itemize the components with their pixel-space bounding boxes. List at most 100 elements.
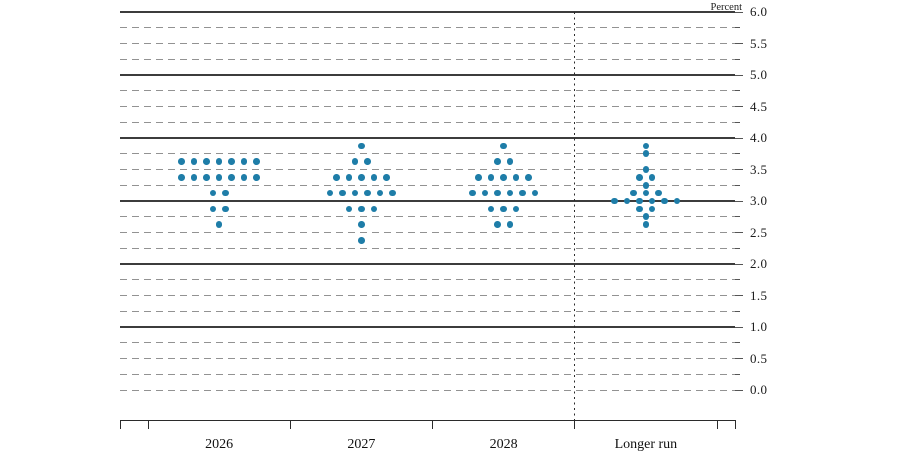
y-axis-tick-label: 1.0 bbox=[750, 319, 768, 334]
x-axis-category-label: 2026 bbox=[205, 437, 234, 452]
projection-dot bbox=[673, 197, 681, 205]
projection-dot bbox=[506, 158, 514, 165]
gridline-dashed bbox=[120, 358, 735, 359]
y-axis-tick bbox=[735, 121, 740, 123]
projection-dot bbox=[240, 158, 248, 165]
y-axis-tick bbox=[735, 389, 743, 391]
projection-dot bbox=[222, 205, 229, 213]
projection-dot bbox=[512, 174, 520, 181]
projection-dot bbox=[500, 142, 507, 150]
gridline-dashed bbox=[120, 58, 735, 60]
gridline-solid bbox=[120, 11, 735, 13]
projection-dot bbox=[358, 174, 365, 181]
projection-dot bbox=[358, 142, 365, 150]
projection-dot bbox=[203, 174, 210, 181]
projection-dot bbox=[494, 221, 501, 228]
projection-dot bbox=[519, 189, 526, 197]
projection-dot bbox=[636, 205, 643, 213]
gridline-dashed bbox=[120, 43, 735, 44]
projection-dot bbox=[222, 189, 229, 197]
x-axis-category-label: 2027 bbox=[347, 437, 376, 452]
gridline-dashed bbox=[120, 295, 735, 296]
projection-dot bbox=[661, 197, 668, 205]
projection-dot bbox=[481, 189, 489, 197]
y-axis-tick bbox=[735, 279, 740, 281]
projection-dot bbox=[475, 174, 482, 181]
gridline-solid bbox=[120, 74, 735, 76]
projection-dot bbox=[525, 174, 532, 181]
x-axis-tick bbox=[432, 420, 433, 429]
projection-dot bbox=[500, 174, 507, 181]
projection-dot bbox=[339, 189, 346, 197]
projection-dot bbox=[512, 205, 520, 213]
y-axis-tick bbox=[735, 11, 743, 13]
projection-dot bbox=[345, 174, 353, 181]
projection-dot bbox=[487, 174, 495, 181]
x-axis-tick bbox=[574, 420, 576, 429]
gridline-dashed bbox=[120, 90, 735, 92]
y-axis-tick-label: 2.5 bbox=[750, 224, 768, 240]
projection-dot bbox=[506, 221, 514, 228]
y-axis-tick bbox=[735, 310, 740, 312]
y-axis-tick bbox=[735, 216, 740, 218]
y-axis-tick-label: 3.5 bbox=[750, 161, 768, 177]
projection-dot bbox=[333, 174, 340, 181]
projection-dot bbox=[506, 189, 514, 197]
y-axis-unit-label: Percent bbox=[710, 2, 743, 13]
y-axis-tick bbox=[735, 137, 743, 139]
projection-dot bbox=[636, 197, 643, 205]
gridline-solid bbox=[120, 263, 735, 265]
gridline-dashed bbox=[120, 279, 735, 281]
projection-dot bbox=[209, 189, 217, 197]
x-axis-tick bbox=[119, 420, 121, 429]
projection-dot bbox=[630, 189, 637, 197]
projection-dot bbox=[642, 142, 650, 150]
gridline-dashed bbox=[120, 342, 735, 344]
y-axis-tick bbox=[735, 90, 740, 92]
projection-dot bbox=[203, 158, 210, 165]
projection-dot bbox=[351, 158, 359, 165]
projection-dot bbox=[648, 205, 656, 213]
projection-dot bbox=[326, 189, 334, 197]
x-axis-tick bbox=[734, 420, 736, 429]
y-axis-tick-label: 4.0 bbox=[750, 130, 768, 145]
y-axis-tick-label: 2.0 bbox=[750, 256, 768, 271]
gridline-dashed bbox=[120, 247, 735, 249]
projection-dot bbox=[215, 174, 223, 181]
y-axis-tick bbox=[735, 342, 740, 344]
gridline-dashed bbox=[120, 310, 735, 312]
x-axis-tick bbox=[147, 420, 149, 429]
x-axis-tick bbox=[289, 420, 291, 429]
projection-dot bbox=[215, 221, 223, 228]
projection-dot bbox=[358, 205, 365, 213]
projection-dot bbox=[376, 189, 384, 197]
projection-dot bbox=[209, 205, 217, 213]
y-axis-tick-label: 0.0 bbox=[750, 382, 768, 397]
projection-dot bbox=[351, 189, 359, 197]
projection-dot bbox=[215, 158, 223, 165]
projection-dot bbox=[655, 189, 662, 197]
x-axis-line bbox=[120, 420, 735, 421]
gridline-dashed bbox=[120, 153, 735, 155]
projection-dot bbox=[253, 174, 260, 181]
projection-dot bbox=[642, 166, 650, 173]
gridline-dashed bbox=[120, 27, 735, 29]
y-axis-tick bbox=[735, 295, 743, 296]
projection-dot bbox=[178, 158, 185, 165]
y-axis-tick bbox=[735, 43, 743, 44]
projection-dot bbox=[623, 197, 631, 205]
projection-dot bbox=[642, 221, 650, 228]
y-axis-tick-label: 3.0 bbox=[750, 193, 768, 208]
projection-dot bbox=[494, 189, 501, 197]
projection-dot bbox=[611, 197, 618, 205]
y-axis-tick bbox=[735, 373, 740, 375]
y-axis-tick bbox=[735, 153, 740, 155]
gridline-solid bbox=[120, 200, 735, 202]
projection-dot bbox=[370, 174, 378, 181]
gridline-solid bbox=[120, 137, 735, 139]
projection-dot bbox=[642, 213, 650, 221]
projection-dot bbox=[494, 158, 501, 165]
projection-dot bbox=[358, 237, 365, 244]
projection-dot bbox=[190, 174, 198, 181]
